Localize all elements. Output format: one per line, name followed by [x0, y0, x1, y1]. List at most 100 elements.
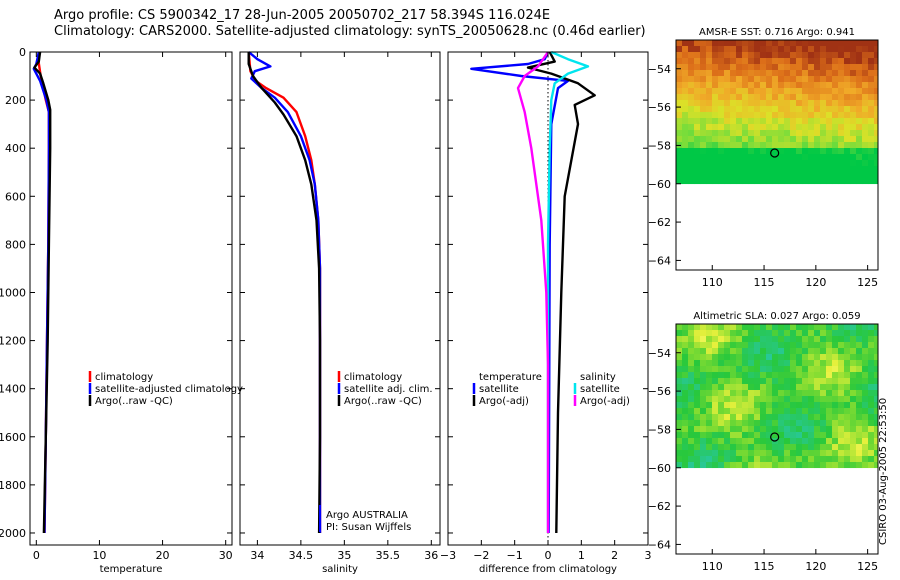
heatmap-cell	[832, 360, 839, 367]
heatmap-cell	[862, 438, 869, 445]
heatmap-cell	[772, 408, 779, 415]
heatmap-cell	[688, 324, 695, 331]
heatmap-cell	[814, 40, 821, 47]
x-tick-label: −1	[507, 549, 523, 562]
heatmap-cell	[766, 88, 773, 95]
heatmap-cell	[748, 384, 755, 391]
heatmap-cell	[736, 432, 743, 439]
heatmap-cell	[850, 124, 857, 131]
heatmap-cell	[748, 402, 755, 409]
heatmap-cell	[844, 348, 851, 355]
heatmap-cell	[676, 384, 683, 391]
heatmap-cell	[820, 414, 827, 421]
heatmap-cell	[736, 408, 743, 415]
heatmap-cell	[784, 402, 791, 409]
heatmap-cell	[706, 100, 713, 107]
heatmap-cell	[844, 396, 851, 403]
heatmap-cell	[832, 106, 839, 113]
heatmap-cell	[706, 450, 713, 457]
heatmap-cell	[694, 52, 701, 59]
heatmap-cell	[850, 58, 857, 65]
heatmap-cell	[736, 100, 743, 107]
heatmap-cell	[820, 112, 827, 119]
heatmap-cell	[688, 348, 695, 355]
heatmap-cell	[862, 76, 869, 83]
heatmap-cell	[754, 166, 761, 173]
heatmap-cell	[676, 52, 683, 59]
heatmap-cell	[814, 178, 821, 185]
heatmap-cell	[694, 118, 701, 125]
heatmap-cell	[694, 46, 701, 53]
heatmap-cell	[790, 390, 797, 397]
heatmap-cell	[700, 450, 707, 457]
heatmap-cell	[772, 70, 779, 77]
heatmap-cell	[772, 390, 779, 397]
heatmap-cell	[748, 64, 755, 71]
heatmap-cell	[838, 70, 845, 77]
heatmap-cell	[802, 330, 809, 337]
heatmap-cell	[790, 58, 797, 65]
heatmap-cell	[742, 76, 749, 83]
heatmap-cell	[838, 40, 845, 47]
heatmap-cell	[724, 360, 731, 367]
heatmap-cell	[778, 58, 785, 65]
heatmap-cell	[874, 450, 879, 457]
heatmap-cell	[796, 40, 803, 47]
heatmap-cell	[742, 160, 749, 167]
heatmap-cell	[730, 166, 737, 173]
float-position-marker	[770, 432, 780, 442]
heatmap-cell	[808, 366, 815, 373]
heatmap-cell	[712, 432, 719, 439]
heatmap-cell	[748, 444, 755, 451]
heatmap-cell	[808, 360, 815, 367]
heatmap-cell	[832, 462, 839, 469]
heatmap-cell	[760, 142, 767, 149]
heatmap-cell	[688, 160, 695, 167]
heatmap-cell	[844, 118, 851, 125]
heatmap-cell	[874, 438, 879, 445]
heatmap-cell	[856, 172, 863, 179]
heatmap-cell	[838, 52, 845, 59]
heatmap-cell	[724, 64, 731, 71]
heatmap-cell	[850, 82, 857, 89]
heatmap-cell	[748, 160, 755, 167]
heatmap-cell	[850, 402, 857, 409]
heatmap-cell	[748, 456, 755, 463]
heatmap-cell	[742, 324, 749, 331]
x-tick-label: 120	[805, 560, 826, 573]
heatmap-cell	[760, 432, 767, 439]
heatmap-cell	[730, 414, 737, 421]
heatmap-cell	[808, 396, 815, 403]
heatmap-cell	[760, 408, 767, 415]
heatmap-cell	[838, 444, 845, 451]
heatmap-cell	[802, 124, 809, 131]
heatmap-cell	[712, 354, 719, 361]
heatmap-cell	[766, 408, 773, 415]
heatmap-cell	[718, 420, 725, 427]
heatmap-cell	[796, 124, 803, 131]
heatmap-cell	[736, 450, 743, 457]
heatmap-cell	[760, 40, 767, 47]
heatmap-cell	[706, 336, 713, 343]
heatmap-cell	[874, 354, 879, 361]
heatmap-cell	[868, 366, 875, 373]
heatmap-cell	[802, 142, 809, 149]
heatmap-cell	[718, 384, 725, 391]
heatmap-cell	[778, 456, 785, 463]
heatmap-cell	[868, 76, 875, 83]
heatmap-cell	[808, 426, 815, 433]
heatmap-cell	[838, 58, 845, 65]
heatmap-cell	[802, 456, 809, 463]
heatmap-cell	[796, 432, 803, 439]
heatmap-cell	[844, 94, 851, 101]
heatmap-cell	[874, 166, 879, 173]
heatmap-cell	[868, 130, 875, 137]
heatmap-cell	[730, 336, 737, 343]
heatmap-cell	[748, 342, 755, 349]
heatmap-cell	[832, 124, 839, 131]
heatmap-cell	[820, 154, 827, 161]
heatmap-cell	[760, 438, 767, 445]
heatmap-cell	[844, 408, 851, 415]
heatmap-cell	[676, 118, 683, 125]
heatmap-cell	[682, 330, 689, 337]
